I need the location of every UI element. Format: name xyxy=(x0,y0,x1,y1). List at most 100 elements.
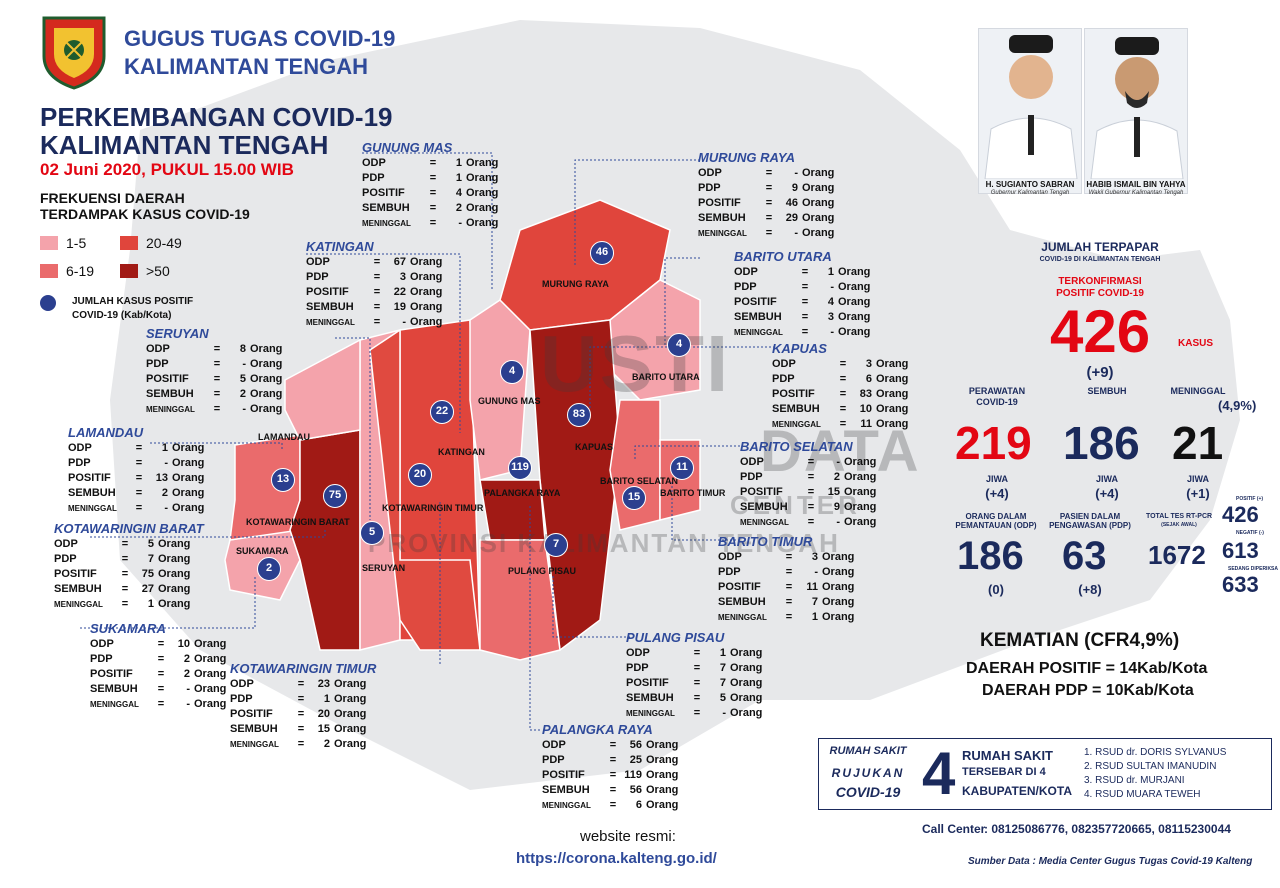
stat-label: POSITIF xyxy=(740,486,783,498)
odp-delta: (0) xyxy=(988,582,1004,597)
stat-value: 2 xyxy=(455,202,462,214)
hospital-item: 4. RSUD MUARA TEWEH xyxy=(1084,789,1201,800)
vice-governor-title: Wakil Gubernur Kalimantan Tengah xyxy=(1088,190,1184,196)
stat-value: 11 xyxy=(806,581,818,593)
map-region-label: GUNUNG MAS xyxy=(478,396,541,406)
region-name: MURUNG RAYA xyxy=(698,150,796,165)
stat-equals: = xyxy=(429,217,437,229)
hospital-label-2: RUJUKAN xyxy=(831,766,905,780)
page-title-line2: KALIMANTAN TENGAH xyxy=(40,130,329,160)
stat-equals: = xyxy=(609,784,617,796)
hospital-item: 3. RSUD dr. MURJANI xyxy=(1084,775,1185,786)
stat-equals: = xyxy=(609,799,617,811)
report-date: 02 Juni 2020, PUKUL 15.00 WIB xyxy=(40,160,294,179)
stat-value: 10 xyxy=(177,638,190,650)
hospital-item: 1. RSUD dr. DORIS SYLVANUS xyxy=(1084,747,1227,758)
stat-label: SEMBUH xyxy=(718,596,766,608)
stat-unit: Orang xyxy=(334,693,367,705)
stat-equals: = xyxy=(213,373,221,385)
stat-equals: = xyxy=(213,358,221,370)
stat-unit: Orang xyxy=(822,611,855,623)
stat-equals: = xyxy=(807,456,815,468)
region-stat-block: KOTAWARINGIN TIMUR ODP = 23 Orang PDP = 1 Orang P… xyxy=(230,661,376,752)
legend-title-line2: TERDAMPAK KASUS COVID-19 xyxy=(40,206,250,222)
stat-value: 119 xyxy=(624,769,642,781)
stat-unit: Orang xyxy=(466,202,499,214)
stat-value: 6 xyxy=(635,799,642,811)
stat-unit: Orang xyxy=(410,316,443,328)
stat-unit: Orang xyxy=(466,217,499,229)
stat-unit: Orang xyxy=(802,182,835,194)
stat-row: SEMBUH = 19 Orang xyxy=(306,300,442,315)
region-name: SUKAMARA xyxy=(90,621,166,636)
legend-range-label: 1-5 xyxy=(66,235,87,251)
stat-value: 11 xyxy=(860,418,872,430)
stat-equals: = xyxy=(373,256,381,268)
stat-row: POSITIF = 4 Orang xyxy=(734,295,870,310)
stat-label: ODP xyxy=(698,167,722,179)
test-positive-label: POSITIF (+) xyxy=(1236,496,1264,502)
region-barito-selatan xyxy=(609,399,661,531)
stat-label: SEMBUH xyxy=(306,301,354,313)
stat-label: SEMBUH xyxy=(362,202,410,214)
stat-unit: Orang xyxy=(334,708,367,720)
region-stat-block: PALANGKA RAYA ODP = 56 Orang PDP = 25 Orang POSIT… xyxy=(542,722,678,813)
region-kotawaringin-timur xyxy=(369,328,481,651)
stat-label: POSITIF xyxy=(626,677,669,689)
hospital-list: 1. RSUD dr. DORIS SYLVANUS 2. RSUD SULTA… xyxy=(1084,746,1226,802)
stat-equals: = xyxy=(121,598,129,610)
stat-unit: Orang xyxy=(876,403,909,415)
stat-equals: = xyxy=(121,583,129,595)
page-title-line1: PERKEMBANGAN COVID-19 xyxy=(40,102,393,132)
case-count-marker: 83 xyxy=(567,403,591,427)
stat-equals: = xyxy=(429,187,437,199)
case-count-marker: 13 xyxy=(271,468,295,492)
stat-value: - xyxy=(836,456,840,468)
stat-equals: = xyxy=(785,551,793,563)
watermark-line3: CENTER xyxy=(730,490,861,520)
region-stat-block: BARITO UTARA ODP = 1 Orang PDP = - Orang POSITIF =… xyxy=(734,249,870,340)
stat-equals: = xyxy=(609,754,617,766)
stat-value: 15 xyxy=(827,486,840,498)
stat-value: 2 xyxy=(323,738,330,750)
stat-value: 7 xyxy=(811,596,818,608)
positive-areas-count: DAERAH POSITIF = 14 xyxy=(966,660,1138,677)
hospital-label-3: COVID-19 xyxy=(835,784,901,800)
stat-unit: Orang xyxy=(158,598,191,610)
map-region-label: KAPUAS xyxy=(575,442,614,452)
region-name: KOTAWARINGIN BARAT xyxy=(54,521,204,536)
pdp-count: 63 xyxy=(1062,534,1107,578)
stat-unit: Orang xyxy=(838,281,871,293)
stat-equals: = xyxy=(765,182,773,194)
stat-value: 56 xyxy=(629,739,642,751)
region-name: BARITO SELATAN xyxy=(740,439,853,454)
stat-value: 2 xyxy=(161,487,168,499)
stat-label: PDP xyxy=(54,553,77,565)
stat-label: POSITIF xyxy=(698,197,741,209)
stat-row: POSITIF = 119 Orang xyxy=(542,768,678,783)
stat-unit: Orang xyxy=(876,358,909,370)
case-count-marker: 20 xyxy=(408,463,432,487)
stat-label: PDP xyxy=(306,271,329,283)
stat-label: POSITIF xyxy=(306,286,349,298)
stat-label: MENINGGAL xyxy=(146,405,195,414)
stat-row: ODP = - Orang xyxy=(698,166,834,181)
stat-equals: = xyxy=(807,486,815,498)
treated-label-2: COVID-19 xyxy=(976,397,1018,407)
map-region-label: KOTAWARINGIN TIMUR xyxy=(382,503,484,513)
stat-label: ODP xyxy=(306,256,330,268)
stat-value: 2 xyxy=(239,388,246,400)
stat-equals: = xyxy=(213,403,221,415)
stat-unit: Orang xyxy=(172,502,205,514)
stat-value: 25 xyxy=(629,754,642,766)
call-center-numbers: : 08125086776, 082357720665, 08115230044 xyxy=(984,822,1231,836)
case-count-marker: 2 xyxy=(257,557,281,581)
stat-row: ODP = 10 Orang xyxy=(90,637,226,652)
stat-value: - xyxy=(830,281,834,293)
stat-label: SEMBUH xyxy=(146,388,194,400)
stat-row: POSITIF = 5 Orang xyxy=(146,372,282,387)
stat-unit: Orang xyxy=(466,157,499,169)
website-link[interactable]: https://corona.kalteng.go.id/ xyxy=(516,850,717,867)
stat-label: SEMBUH xyxy=(626,692,674,704)
stat-unit: Orang xyxy=(844,516,877,528)
